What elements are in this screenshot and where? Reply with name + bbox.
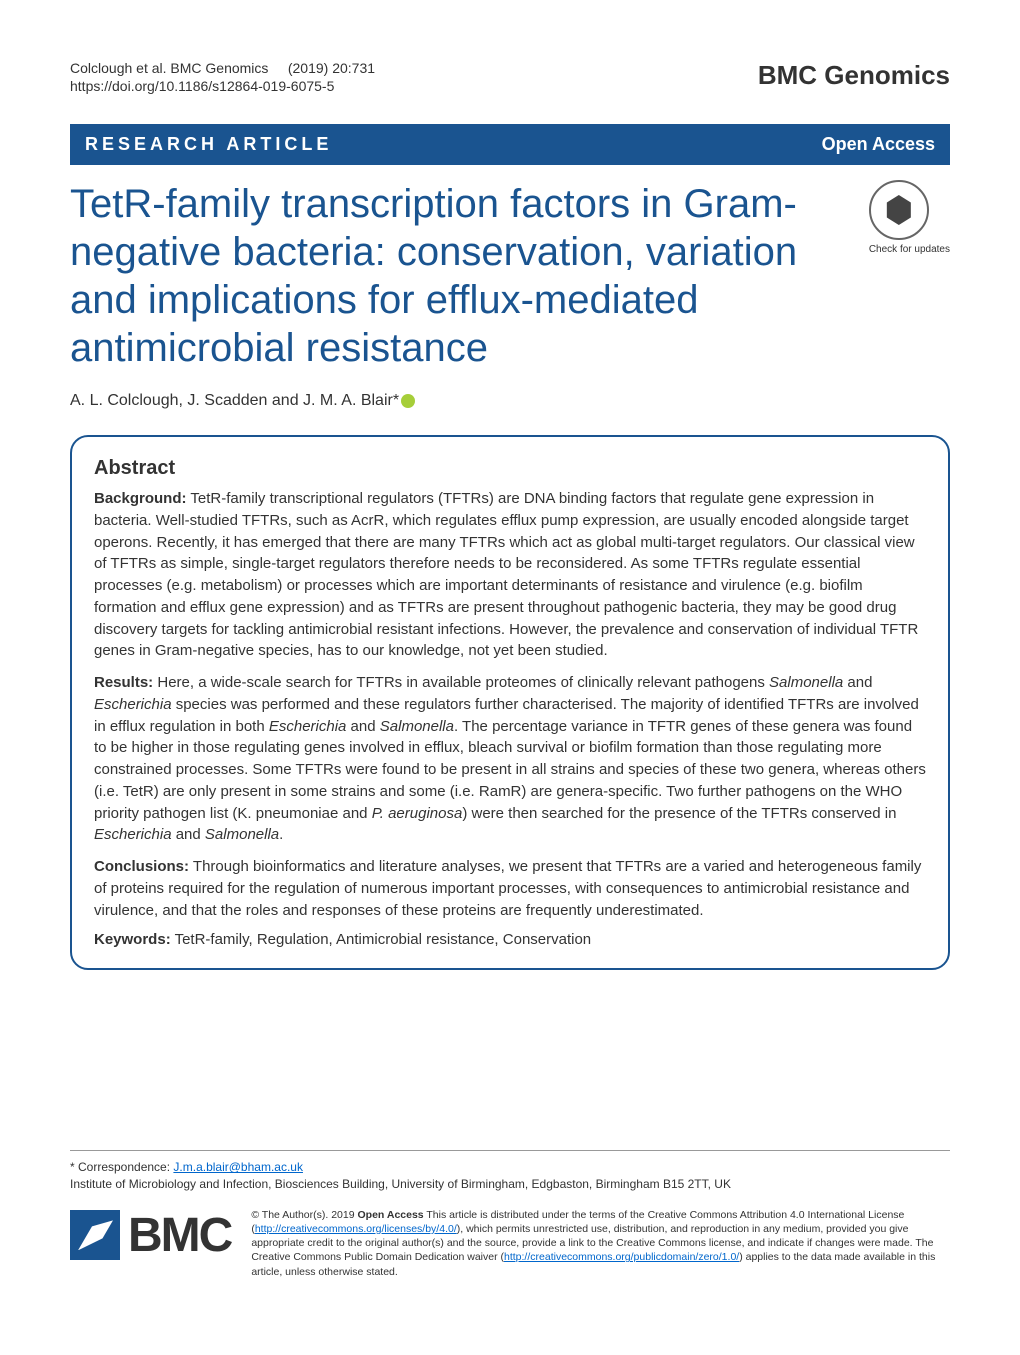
keywords-text: TetR-family, Regulation, Antimicrobial r… — [171, 931, 591, 948]
correspondence: * Correspondence: J.m.a.blair@bham.ac.uk… — [70, 1159, 950, 1193]
license-link2[interactable]: http://creativecommons.org/publicdomain/… — [504, 1251, 739, 1263]
check-updates-icon — [869, 180, 929, 240]
check-updates-label: Check for updates — [869, 244, 950, 255]
check-updates-badge[interactable]: Check for updates — [869, 180, 950, 255]
abstract-conclusions: Conclusions: Through bioinformatics and … — [94, 856, 926, 921]
article-title: TetR-family transcription factors in Gra… — [70, 180, 849, 372]
correspondence-email[interactable]: J.m.a.blair@bham.ac.uk — [173, 1160, 303, 1174]
bmc-logo-text: BMC — [128, 1208, 231, 1263]
results-label: Results: — [94, 674, 153, 691]
license-link1[interactable]: http://creativecommons.org/licenses/by/4… — [255, 1223, 457, 1235]
background-text: TetR-family transcriptional regulators (… — [94, 490, 918, 659]
license-text: © The Author(s). 2019 Open Access This a… — [251, 1208, 950, 1279]
orcid-icon[interactable] — [401, 394, 415, 408]
article-type-bar: RESEARCH ARTICLE Open Access — [70, 124, 950, 165]
keywords-label: Keywords: — [94, 931, 171, 948]
article-type-label: RESEARCH ARTICLE — [85, 134, 332, 155]
abstract-results: Results: Here, a wide-scale search for T… — [94, 672, 926, 846]
conclusions-label: Conclusions: — [94, 858, 189, 875]
bmc-logo-box — [70, 1210, 120, 1260]
background-label: Background: — [94, 490, 187, 507]
abstract-background: Background: TetR-family transcriptional … — [94, 488, 926, 662]
conclusions-text: Through bioinformatics and literature an… — [94, 858, 921, 919]
keywords-line: Keywords: TetR-family, Regulation, Antim… — [94, 931, 926, 948]
license-prefix: © The Author(s). 2019 — [251, 1209, 357, 1221]
affiliation: Institute of Microbiology and Infection,… — [70, 1177, 731, 1191]
abstract-box: Abstract Background: TetR-family transcr… — [70, 435, 950, 970]
open-access-label: Open Access — [822, 134, 935, 155]
results-text: Here, a wide-scale search for TFTRs in a… — [94, 674, 926, 843]
journal-name: BMC Genomics — [758, 60, 950, 91]
correspondence-label: * Correspondence: — [70, 1160, 173, 1174]
authors-line: A. L. Colclough, J. Scadden and J. M. A.… — [70, 392, 950, 410]
bmc-logo: BMC — [70, 1208, 231, 1263]
authors-text: A. L. Colclough, J. Scadden and J. M. A.… — [70, 392, 399, 409]
footer: * Correspondence: J.m.a.blair@bham.ac.uk… — [70, 1150, 950, 1278]
license-open-access: Open Access — [358, 1209, 424, 1221]
abstract-heading: Abstract — [94, 457, 926, 480]
